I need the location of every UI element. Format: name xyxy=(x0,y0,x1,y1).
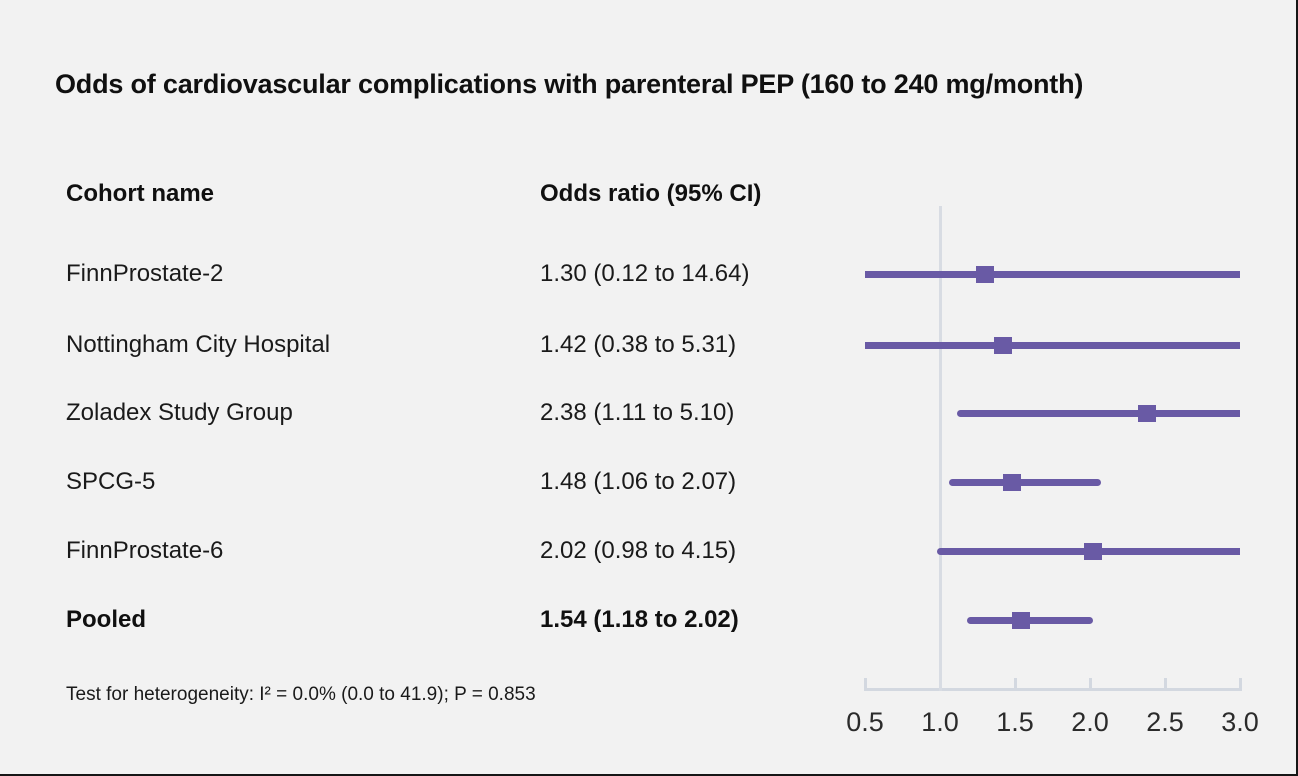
confidence-interval-line xyxy=(865,270,1240,278)
x-axis-tick-label: 2.0 xyxy=(1071,707,1109,737)
x-axis-tick xyxy=(1163,678,1167,688)
confidence-interval-line xyxy=(865,341,1240,349)
odds-ratio-text: 2.38 (1.11 to 5.10) xyxy=(540,399,735,426)
table-row: FinnProstate-2 1.30 (0.12 to 14.64) xyxy=(0,258,840,290)
x-axis-tick-label: 3.0 xyxy=(1221,707,1259,737)
confidence-interval-line xyxy=(956,409,1240,417)
page-title: Odds of cardiovascular complications wit… xyxy=(55,69,1084,99)
column-header-odds-ratio: Odds ratio (95% CI) xyxy=(540,180,762,207)
reference-line xyxy=(938,206,942,691)
cohort-name: FinnProstate-2 xyxy=(66,260,224,287)
cohort-name: Pooled xyxy=(66,606,147,633)
point-estimate-marker xyxy=(1138,404,1156,422)
confidence-interval-line xyxy=(937,547,1240,555)
table-row: Zoladex Study Group 2.38 (1.11 to 5.10) xyxy=(0,397,840,429)
x-axis-tick-label: 0.5 xyxy=(846,707,884,737)
x-axis-tick xyxy=(1013,678,1017,688)
x-axis-tick xyxy=(938,678,942,688)
confidence-interval-line xyxy=(967,616,1093,624)
x-axis-line xyxy=(863,688,1242,691)
heterogeneity-note: Test for heterogeneity: I² = 0.0% (0.0 t… xyxy=(66,684,536,705)
cohort-name: Nottingham City Hospital xyxy=(66,331,331,358)
cohort-name: Zoladex Study Group xyxy=(66,399,293,426)
x-axis-tick xyxy=(863,678,867,688)
table-row: SPCG-5 1.48 (1.06 to 2.07) xyxy=(0,466,840,498)
x-axis-tick xyxy=(1238,678,1242,688)
table-row: Nottingham City Hospital 1.42 (0.38 to 5… xyxy=(0,329,840,361)
x-axis-tick-label: 1.0 xyxy=(921,707,959,737)
x-axis-tick-label: 1.5 xyxy=(996,707,1034,737)
odds-ratio-text: 1.54 (1.18 to 2.02) xyxy=(540,606,739,633)
point-estimate-marker xyxy=(1012,611,1030,629)
point-estimate-marker xyxy=(1084,542,1102,560)
table-row-pooled: Pooled 1.54 (1.18 to 2.02) xyxy=(0,604,840,636)
odds-ratio-text: 1.30 (0.12 to 14.64) xyxy=(540,260,750,287)
x-axis-tick xyxy=(1088,678,1092,688)
odds-ratio-text: 2.02 (0.98 to 4.15) xyxy=(540,537,737,564)
cohort-name: FinnProstate-6 xyxy=(66,537,224,564)
cohort-name: SPCG-5 xyxy=(66,468,156,495)
odds-ratio-text: 1.48 (1.06 to 2.07) xyxy=(540,468,737,495)
table-row: FinnProstate-6 2.02 (0.98 to 4.15) xyxy=(0,535,840,567)
point-estimate-marker xyxy=(994,336,1012,354)
confidence-interval-line xyxy=(949,478,1101,486)
point-estimate-marker xyxy=(976,265,994,283)
x-axis-tick-label: 2.5 xyxy=(1146,707,1184,737)
odds-ratio-text: 1.42 (0.38 to 5.31) xyxy=(540,331,737,358)
column-header-cohort: Cohort name xyxy=(66,180,215,207)
point-estimate-marker xyxy=(1003,473,1021,491)
